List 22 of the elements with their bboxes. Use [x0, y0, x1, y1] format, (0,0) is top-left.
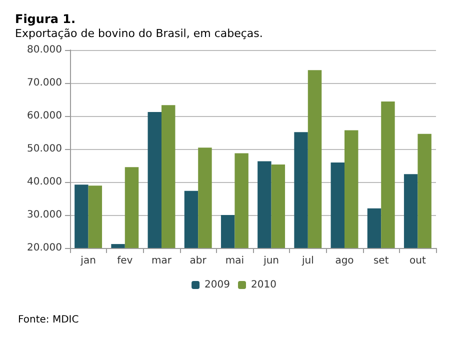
chart-subtitle: Exportação de bovino do Brasil, em cabeças. — [15, 27, 263, 40]
x-tick-label: jul — [300, 256, 314, 266]
x-tick-label: out — [410, 256, 426, 266]
chart-title: Figura 1. — [15, 12, 76, 26]
legend-label: 2010 — [251, 280, 276, 290]
x-tick-label: set — [373, 256, 389, 266]
y-tick-label: 60.000 — [27, 110, 62, 122]
y-tick-label: 70.000 — [27, 78, 62, 88]
x-tick-label: mai — [225, 256, 244, 266]
x-tick-label: abr — [190, 256, 208, 266]
x-tick-label: jan — [80, 256, 96, 266]
y-tick-label: 20.000 — [27, 242, 62, 254]
y-tick-label: 80.000 — [27, 44, 62, 56]
x-tick-label: jun — [262, 256, 280, 266]
legend-label: 2009 — [204, 280, 230, 290]
x-tick-label: ago — [335, 256, 354, 266]
x-tick-label: fev — [117, 256, 133, 266]
x-tick-label: mar — [152, 256, 172, 266]
y-tick-label: 30.000 — [27, 210, 62, 220]
y-tick-label: 40.000 — [27, 176, 62, 188]
source-note: Fonte: MDIC — [18, 314, 79, 326]
y-tick-label: 50.000 — [27, 144, 62, 154]
